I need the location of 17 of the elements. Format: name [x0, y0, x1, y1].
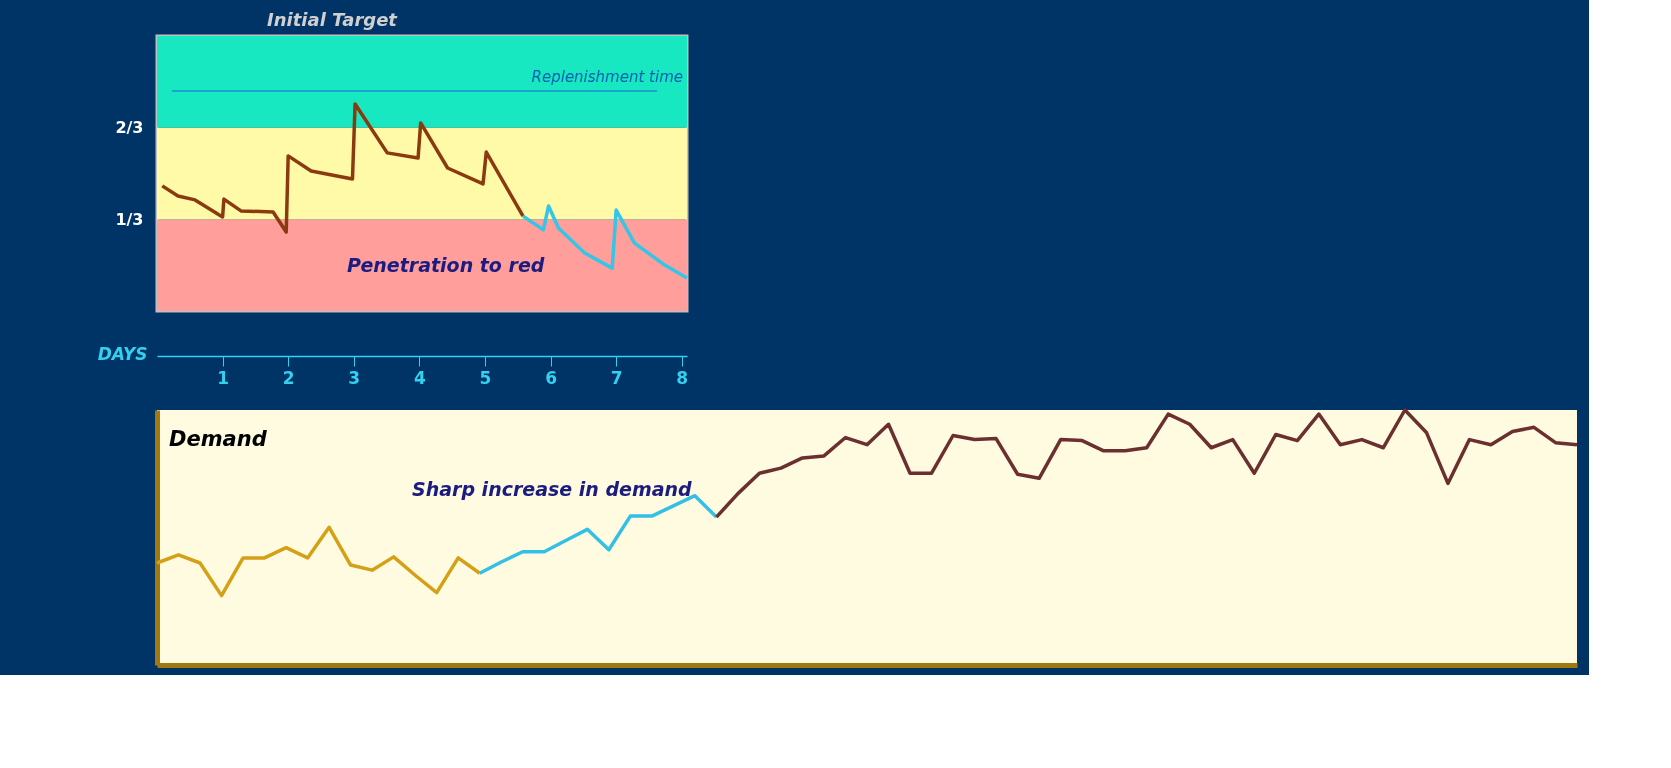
x-tick-label: 6: [545, 367, 557, 388]
x-tick-label: 5: [479, 367, 492, 388]
x-tick-label: 4: [413, 367, 426, 388]
annotation: Penetration to red: [347, 254, 545, 276]
y-tick-label: 2/3: [115, 118, 144, 138]
text: Demand: [169, 427, 268, 451]
y-tick-label: 1/3: [115, 209, 144, 229]
x-tick-label: 8: [676, 367, 689, 388]
line-series: [160, 102, 525, 234]
annotation: Sharp increase in demand: [412, 478, 693, 500]
ref-line-label: Replenishment time: [531, 68, 683, 86]
x-tick-label: 3: [348, 367, 361, 388]
x-tick-label: 7: [610, 367, 623, 388]
chart-title: Initial Target: [267, 9, 399, 30]
x-axis-title: DAYS: [97, 343, 148, 364]
x-tick-label: 2: [282, 367, 295, 388]
x-tick-label: 1: [217, 367, 230, 388]
